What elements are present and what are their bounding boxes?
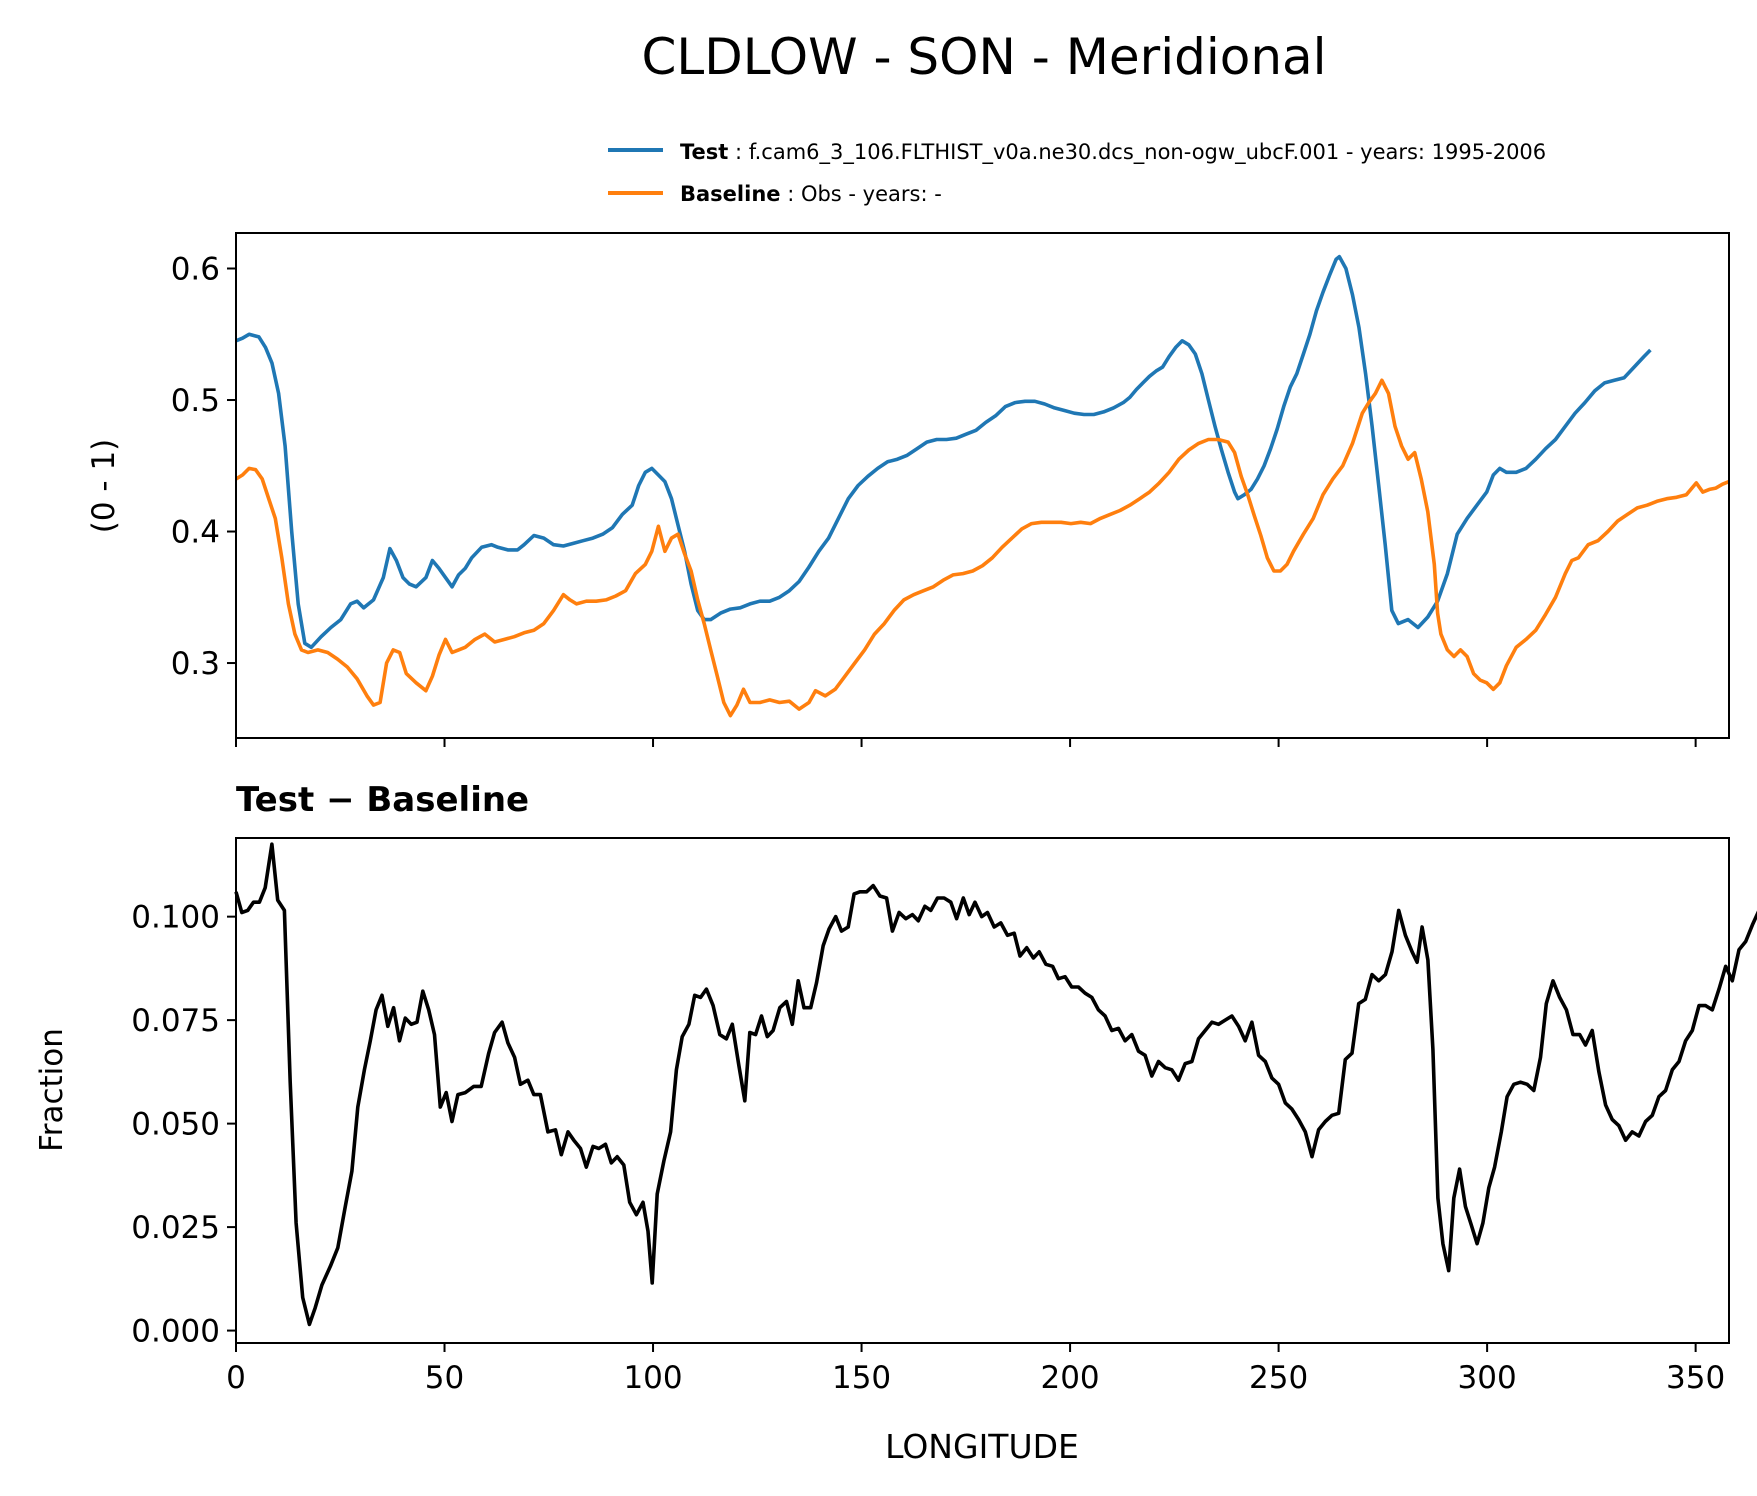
bottom-y-axis-label: Fraction [34, 1028, 70, 1152]
bottom-x-axis: 0 50 100 150 200 250 300 350 [226, 1343, 1725, 1396]
bottom-panel-title: Test − Baseline [236, 780, 529, 820]
legend-name-baseline: Baseline [680, 182, 781, 206]
bottom-plot-area [234, 842, 1757, 1327]
legend: Test : f.cam6_3_106.FLTHIST_v0a.ne30.dcs… [608, 140, 1546, 206]
bottom-y-axis: 0.000 0.025 0.050 0.075 0.100 [131, 900, 236, 1350]
bottom-x-tick-label: 150 [832, 1360, 891, 1396]
figure-title: CLDLOW - SON - Meridional [641, 28, 1326, 86]
bottom-x-tick-label: 50 [425, 1360, 464, 1396]
bottom-plot-frame [235, 837, 1730, 1344]
bottom-x-tick-label: 200 [1040, 1360, 1099, 1396]
top-plot-frame [235, 232, 1730, 739]
legend-detail-test: : f.cam6_3_106.FLTHIST_v0a.ne30.dcs_non-… [728, 140, 1546, 165]
bottom-y-tick-label: 0.000 [131, 1314, 220, 1350]
bottom-x-tick-label: 350 [1666, 1360, 1725, 1396]
legend-name-test: Test [680, 140, 728, 164]
legend-label-test: Test : f.cam6_3_106.FLTHIST_v0a.ne30.dcs… [680, 140, 1546, 165]
bottom-x-tick-label: 250 [1249, 1360, 1308, 1396]
bottom-panel: Test − Baseline 0.000 0.025 0.050 0.075 0.10… [34, 780, 1757, 1466]
bottom-x-tick-label: 100 [623, 1360, 682, 1396]
top-y-tick-label: 0.5 [171, 383, 220, 419]
top-y-tick-label: 0.6 [171, 252, 220, 288]
bottom-x-tick-label: 300 [1458, 1360, 1517, 1396]
bottom-y-tick-label: 0.025 [131, 1210, 220, 1246]
top-plot-area [235, 254, 1730, 718]
bottom-x-tick-label: 0 [226, 1360, 246, 1396]
bottom-y-tick-label: 0.050 [131, 1107, 220, 1143]
series-line-test [235, 254, 1652, 650]
top-y-tick-label: 0.4 [171, 515, 220, 551]
top-y-tick-label: 0.3 [171, 646, 220, 682]
bottom-y-tick-label: 0.075 [131, 1003, 220, 1039]
legend-label-baseline: Baseline : Obs - years: - [680, 182, 942, 206]
top-y-axis: 0.3 0.4 0.5 0.6 [171, 252, 236, 682]
top-y-axis-label: (0 - 1) [86, 439, 122, 534]
series-line-test-baseline [234, 842, 1757, 1327]
bottom-y-tick-label: 0.100 [131, 900, 220, 936]
bottom-x-axis-label: LONGITUDE [885, 1427, 1079, 1466]
top-x-axis [235, 738, 1697, 747]
series-line-baseline [235, 378, 1730, 718]
top-panel: 0.3 0.4 0.5 0.6 (0 - 1) [86, 232, 1730, 747]
legend-detail-baseline: : Obs - years: - [781, 182, 942, 206]
